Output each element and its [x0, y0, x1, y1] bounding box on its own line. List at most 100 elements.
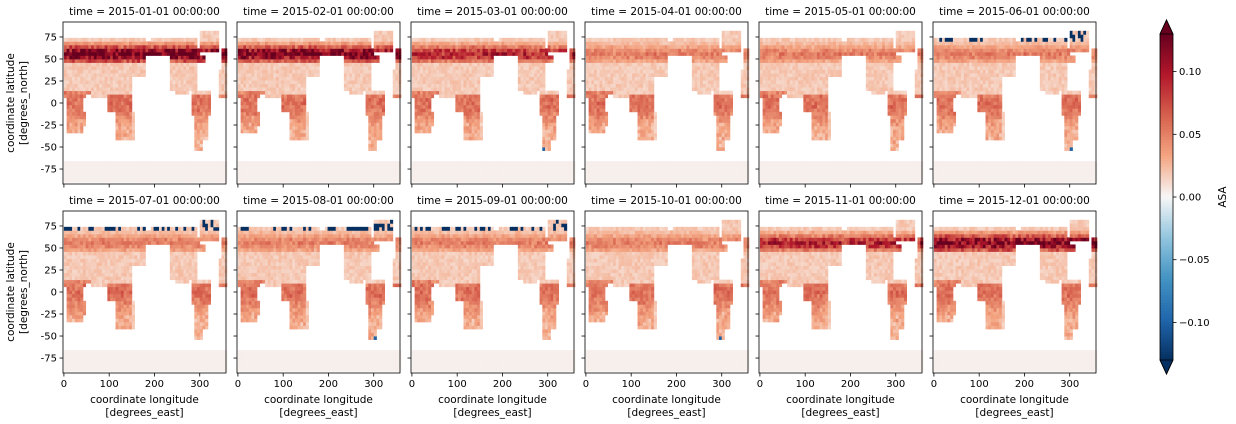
heatmap-cell — [99, 87, 103, 92]
heatmap-cell — [180, 83, 184, 88]
heatmap-cell — [270, 69, 274, 74]
heatmap-cell — [284, 80, 288, 85]
heatmap-cell — [648, 41, 652, 46]
heatmap-cell — [523, 58, 527, 63]
heatmap-cell — [294, 136, 299, 141]
heatmap-cell — [221, 73, 225, 77]
heatmap-cell — [558, 171, 562, 176]
heatmap-cell — [85, 87, 89, 92]
heatmap-cell — [610, 51, 614, 56]
heatmap-cell — [63, 37, 68, 42]
heatmap-cell — [436, 80, 440, 85]
heatmap-cell — [547, 97, 551, 102]
heatmap-cell — [80, 66, 84, 70]
heatmap-cell — [354, 168, 358, 173]
heatmap-cell — [205, 111, 209, 116]
heatmap-cell — [618, 58, 622, 63]
heatmap-cell — [599, 125, 603, 130]
heatmap-cell — [120, 175, 125, 180]
heatmap-cell — [175, 73, 179, 77]
heatmap-cell — [447, 58, 451, 63]
heatmap-cell — [634, 55, 638, 60]
heatmap-cell — [164, 161, 168, 166]
heatmap-cell — [246, 94, 250, 99]
heatmap-cell — [458, 58, 462, 63]
heatmap-cell — [129, 87, 133, 92]
heatmap-cell — [91, 168, 95, 173]
heatmap-cell — [642, 108, 647, 113]
heatmap-cell — [588, 41, 592, 46]
heatmap-cell — [101, 73, 106, 77]
heatmap-cell — [349, 73, 353, 77]
heatmap-cell — [251, 90, 255, 95]
heatmap-cell — [640, 62, 644, 67]
heatmap-cell — [137, 51, 141, 56]
heatmap-cell — [243, 69, 247, 74]
heatmap-cell — [308, 161, 312, 166]
heatmap-cell — [439, 73, 443, 77]
heatmap-cell — [373, 41, 377, 46]
heatmap-cell — [126, 178, 130, 183]
heatmap-cell — [420, 80, 424, 85]
heatmap-cell — [531, 44, 535, 49]
heatmap-cell — [528, 73, 532, 77]
heatmap-cell — [474, 136, 478, 141]
heatmap-cell — [651, 44, 655, 49]
heatmap-cell — [120, 48, 125, 53]
heatmap-cell — [452, 161, 456, 166]
heatmap-cell — [613, 168, 617, 173]
heatmap-cell — [384, 41, 388, 46]
heatmap-cell — [281, 73, 285, 77]
heatmap-cell — [384, 161, 388, 166]
heatmap-cell — [256, 76, 261, 81]
heatmap-cell — [637, 73, 641, 77]
heatmap-cell — [275, 90, 280, 95]
heatmap-cell — [594, 51, 598, 56]
heatmap-cell — [439, 83, 443, 88]
heatmap-cell — [539, 44, 543, 49]
heatmap-cell — [346, 73, 350, 77]
heatmap-cell — [539, 55, 543, 60]
heatmap-cell — [197, 178, 201, 183]
heatmap-cell — [569, 83, 573, 88]
heatmap-cell — [343, 168, 347, 173]
heatmap-cell — [566, 94, 570, 99]
heatmap-cell — [659, 171, 663, 176]
heatmap-cell — [316, 175, 320, 180]
heatmap-cell — [479, 58, 483, 63]
heatmap-cell — [596, 44, 600, 49]
heatmap-cell — [588, 178, 592, 183]
heatmap-cell — [286, 58, 290, 63]
heatmap-cell — [77, 122, 81, 127]
heatmap-cell — [468, 76, 473, 81]
heatmap-cell — [80, 90, 84, 95]
heatmap-cell — [460, 108, 464, 113]
heatmap-cell — [341, 171, 345, 176]
heatmap-cell — [156, 37, 160, 42]
heatmap-cell — [504, 41, 508, 46]
heatmap-cell — [371, 171, 375, 176]
heatmap-cell — [281, 168, 285, 173]
heatmap-cell — [564, 175, 568, 180]
heatmap-cell — [286, 164, 290, 169]
heatmap-cell — [112, 55, 116, 60]
heatmap-cell — [199, 161, 203, 166]
heatmap-cell — [610, 37, 614, 42]
heatmap-cell — [474, 129, 478, 134]
heatmap-cell — [330, 41, 334, 46]
heatmap-cell — [392, 164, 396, 169]
heatmap-cell — [634, 76, 638, 81]
heatmap-cell — [545, 125, 549, 130]
heatmap-cell — [118, 80, 122, 85]
heatmap-cell — [251, 62, 255, 67]
heatmap-cell — [482, 168, 486, 173]
heatmap-cell — [547, 101, 551, 106]
heatmap-cell — [487, 41, 492, 46]
heatmap-cell — [91, 58, 95, 63]
heatmap-cell — [602, 178, 606, 183]
heatmap-cell — [194, 90, 198, 95]
heatmap-cell — [411, 37, 416, 42]
heatmap-cell — [74, 41, 78, 46]
heatmap-cell — [194, 111, 198, 116]
heatmap-cell — [463, 83, 467, 88]
